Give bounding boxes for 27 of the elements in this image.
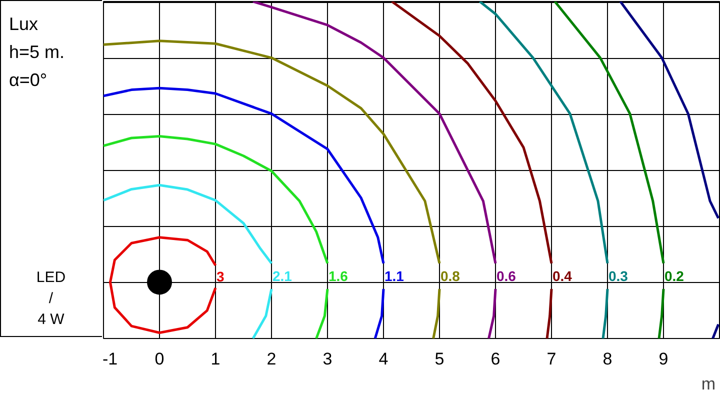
x-tick-label: 7 (546, 350, 556, 368)
x-axis-title: m (701, 374, 716, 394)
text: h=5 m. (9, 41, 65, 63)
series-label: 1.6 (328, 268, 348, 284)
x-tick-label: 6 (490, 350, 500, 368)
series-label: 0.2 (664, 268, 684, 284)
text: 4 W (36, 310, 66, 330)
x-tick-label: 1 (210, 350, 220, 368)
x-tick-label: 8 (602, 350, 612, 368)
text: α=0° (9, 69, 48, 91)
text: LED (35, 268, 67, 288)
series-label: 0.6 (496, 268, 516, 284)
series-label: 0.8 (440, 268, 460, 284)
x-tick-label: 5 (434, 350, 444, 368)
x-tick-label: -1 (102, 350, 118, 368)
x-tick-label: 4 (378, 350, 388, 368)
x-tick-label: 2 (266, 350, 276, 368)
x-tick-label: 3 (322, 350, 332, 368)
series-label: 2.1 (272, 268, 292, 284)
text: / (48, 289, 54, 309)
x-tick-label: 0 (154, 350, 164, 368)
text: Lux (9, 13, 40, 35)
series-label: 0.4 (552, 268, 572, 284)
series-label: 3 (216, 268, 224, 285)
x-tick-label: 9 (658, 350, 668, 368)
series-label: 1.1 (384, 268, 404, 284)
series-label: 0.3 (608, 268, 628, 284)
